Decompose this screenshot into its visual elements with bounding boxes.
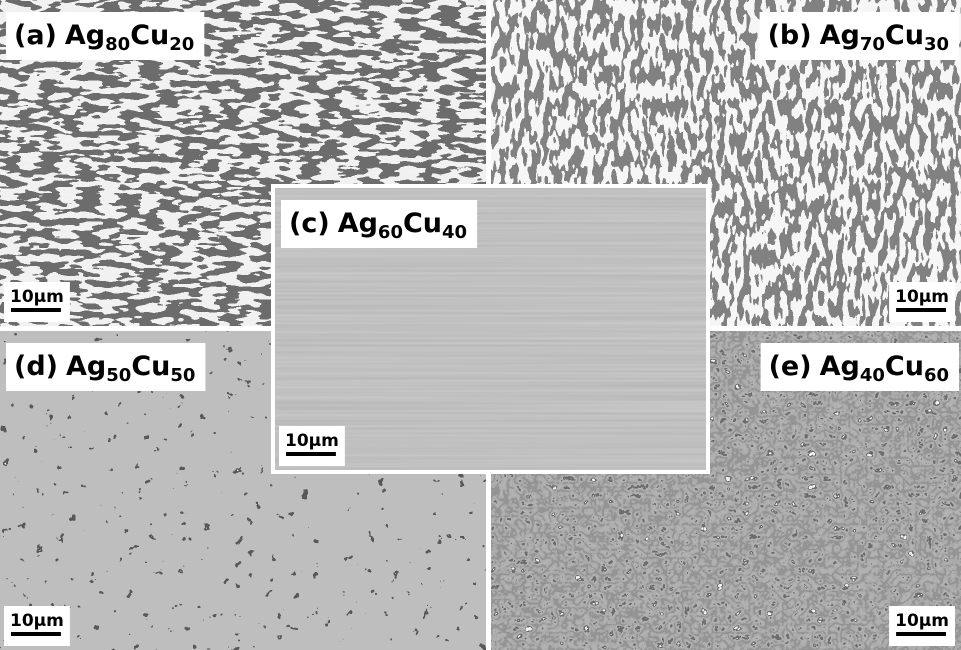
panel-letter: (a)	[14, 20, 57, 51]
subscript: 70	[860, 34, 885, 55]
panel-label: (a) Ag80Cu20	[14, 20, 194, 55]
subscript: 60	[378, 222, 403, 243]
element: Cu	[885, 351, 924, 382]
element: Ag	[66, 351, 106, 382]
element: Ag	[338, 208, 378, 239]
subscript: 40	[860, 365, 885, 386]
panel-letter: (c)	[289, 208, 330, 239]
subscript: 30	[924, 34, 949, 55]
element: Ag	[820, 351, 860, 382]
element: Ag	[820, 20, 860, 51]
figure: (a)Ag80Cu2010μm(b)Ag70Cu3010μm(d)Ag50Cu5…	[0, 0, 961, 650]
element: Ag	[65, 20, 105, 51]
scale-bar	[896, 632, 946, 636]
element: Cu	[130, 20, 169, 51]
panel-letter: (d)	[14, 351, 58, 382]
panel-letter: (b)	[768, 20, 812, 51]
element: Cu	[403, 208, 442, 239]
scale-bar	[286, 452, 336, 456]
element: Cu	[131, 351, 170, 382]
panel-letter: (e)	[769, 351, 812, 382]
scale-bar-label: 10μm	[895, 287, 949, 307]
panel-label: (e) Ag40Cu60	[769, 351, 949, 386]
panel-label: (d)Ag50Cu50	[14, 351, 195, 386]
scale-bar	[11, 308, 61, 312]
subscript: 20	[169, 34, 194, 55]
scale-bar-label: 10μm	[285, 431, 339, 451]
scale-bar-label: 10μm	[895, 611, 949, 631]
subscript: 50	[106, 365, 131, 386]
scale-bar	[11, 632, 61, 636]
panel-label: (b) Ag70Cu30	[768, 20, 949, 55]
subscript: 40	[442, 222, 467, 243]
subscript: 80	[105, 34, 130, 55]
element: Cu	[885, 20, 924, 51]
scale-bar-label: 10μm	[10, 611, 64, 631]
subscript: 50	[170, 365, 195, 386]
subscript: 60	[924, 365, 949, 386]
scale-bar-label: 10μm	[10, 287, 64, 307]
scale-bar	[896, 308, 946, 312]
micrograph-panel: (c) Ag60Cu40 10μm	[271, 184, 710, 474]
